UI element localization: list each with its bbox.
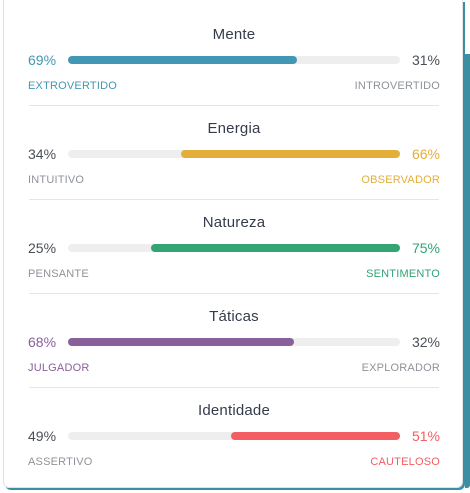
trait-mind: Mente 69% 31% EXTROVERTIDO INTROVERTIDO [4,0,464,94]
trait-left-label: JULGADOR [28,362,90,374]
trait-left-label: INTUITIVO [28,174,85,186]
trait-left-percent: 68% [28,334,57,350]
trait-right-percent: 31% [411,52,440,68]
personality-traits-card: Mente 69% 31% EXTROVERTIDO INTROVERTIDO … [3,0,463,488]
trait-bar-fill [68,338,294,346]
trait-bar-track [68,432,400,440]
trait-right-label: INTROVERTIDO [354,80,440,92]
trait-right-percent: 75% [411,240,440,256]
trait-bar-fill [151,244,400,252]
trait-title: Natureza [202,214,266,231]
trait-right-label: OBSERVADOR [361,174,440,186]
trait-title: Identidade [197,402,271,419]
trait-left-percent: 25% [28,240,57,256]
trait-tactics: Táticas 68% 32% JULGADOR EXPLORADOR [4,282,464,376]
scrollbar[interactable] [465,54,470,488]
trait-left-label: ASSERTIVO [28,456,93,468]
trait-right-percent: 66% [411,146,440,162]
trait-title: Táticas [209,308,259,325]
trait-right-percent: 32% [411,334,440,350]
trait-nature: Natureza 25% 75% PENSANTE SENTIMENTO [4,188,464,282]
trait-left-label: EXTROVERTIDO [28,80,117,92]
trait-right-label: EXPLORADOR [361,362,440,374]
trait-energy: Energia 34% 66% INTUITIVO OBSERVADOR [4,94,464,188]
trait-bar-track [68,338,400,346]
divider [29,293,439,294]
trait-left-percent: 34% [28,146,57,162]
trait-bar-track [68,150,400,158]
trait-identity: Identidade 49% 51% ASSERTIVO CAUTELOSO [4,376,464,470]
trait-bar-fill [180,150,400,158]
trait-left-percent: 49% [28,428,57,444]
trait-bar-fill [230,432,400,440]
divider [29,387,439,388]
trait-right-label: SENTIMENTO [366,268,440,280]
divider [29,199,439,200]
trait-left-percent: 69% [28,52,57,68]
trait-bar-fill [68,56,298,64]
trait-left-label: PENSANTE [28,268,89,280]
trait-right-label: CAUTELOSO [370,456,440,468]
trait-right-percent: 51% [411,428,440,444]
trait-title: Mente [212,26,256,43]
divider [29,105,439,106]
trait-bar-track [68,244,400,252]
trait-title: Energia [207,120,261,137]
trait-bar-track [68,56,400,64]
